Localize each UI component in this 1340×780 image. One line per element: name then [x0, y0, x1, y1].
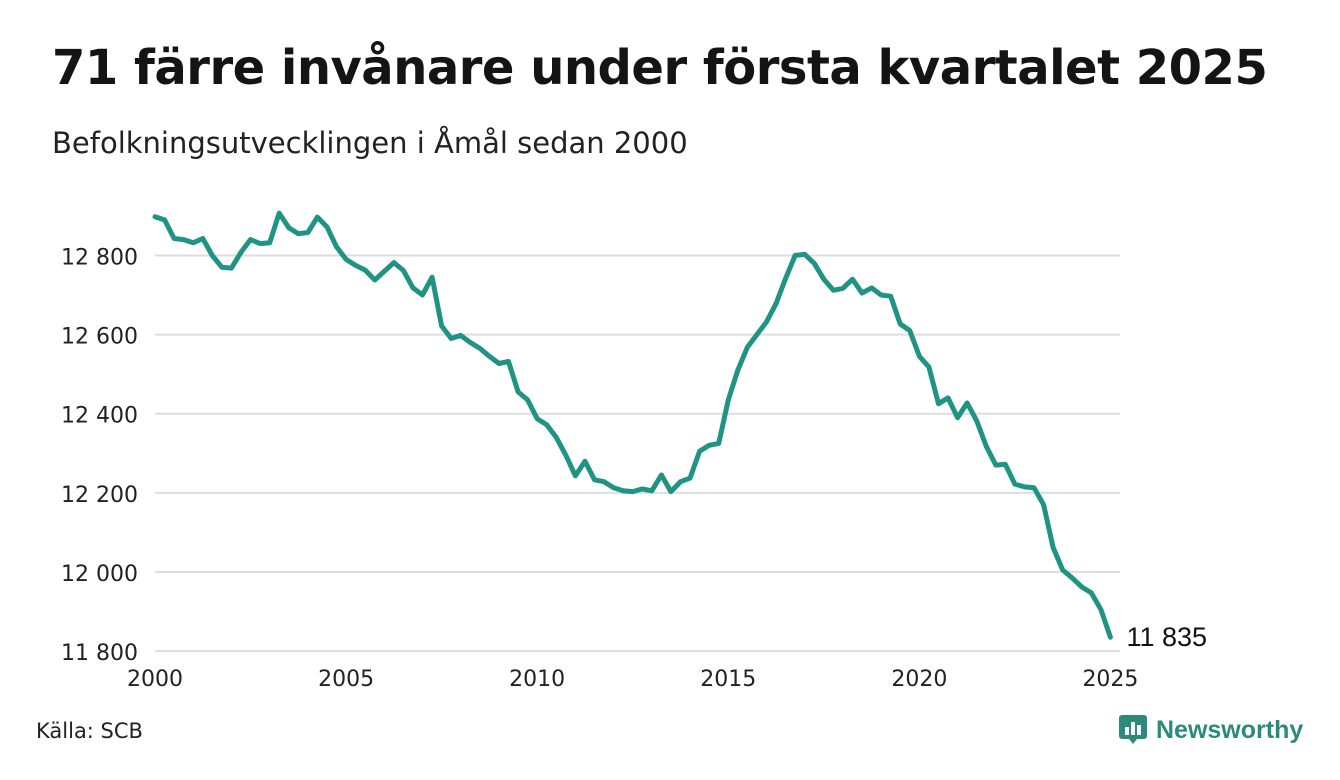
x-tick-label: 2020 — [891, 667, 947, 692]
x-tick-label: 2010 — [509, 667, 565, 692]
x-tick-label: 2000 — [127, 667, 183, 692]
series-line — [152, 210, 1113, 640]
newsworthy-logo-icon — [1119, 715, 1147, 744]
source-note: Källa: SCB — [36, 719, 143, 743]
grid-lines — [155, 254, 1120, 653]
y-axis-tick-labels: 11 800 12 000 12 200 12 400 12 600 12 800 — [61, 245, 138, 666]
y-tick-label: 11 800 — [61, 641, 138, 666]
y-tick-label: 12 400 — [61, 404, 138, 429]
end-value-label: 11 835 — [1126, 622, 1207, 652]
chart-subtitle: Befolkningsutvecklingen i Åmål sedan 200… — [52, 126, 688, 160]
x-tick-label: 2015 — [700, 667, 756, 692]
chart-title: 71 färre invånare under första kvartalet… — [52, 40, 1268, 96]
y-tick-label: 12 000 — [61, 562, 138, 587]
series-layer — [152, 210, 1113, 640]
y-tick-label: 12 200 — [61, 483, 138, 508]
x-axis-tick-labels: 2000 2005 2010 2015 2020 2025 — [127, 667, 1138, 692]
y-tick-label: 12 600 — [61, 325, 138, 350]
brand-name: Newsworthy — [1156, 715, 1304, 744]
x-tick-label: 2005 — [318, 667, 374, 692]
end-value-label-layer: 11 835 — [1126, 622, 1207, 652]
newsworthy-logo[interactable]: Newsworthy — [1118, 712, 1303, 748]
y-tick-label: 12 800 — [61, 245, 138, 270]
x-tick-label: 2025 — [1082, 667, 1138, 692]
